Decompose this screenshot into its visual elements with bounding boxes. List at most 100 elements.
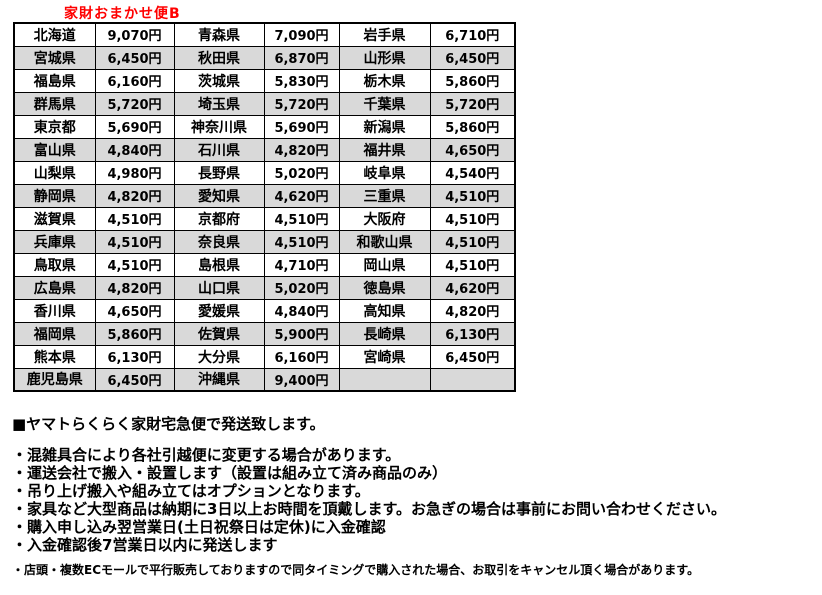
table-row: 鳥取県 4,510円 島根県 4,710円 岡山県 4,510円 — [13, 252, 516, 277]
prefecture-cell: 徳島県 — [338, 275, 431, 300]
price-cell: 9,400円 — [263, 367, 340, 392]
price-cell: 4,540円 — [429, 160, 516, 185]
table-row: 福島県 6,160円 茨城県 5,830円 栃木県 5,860円 — [13, 68, 516, 93]
prefecture-cell: 福岡県 — [13, 321, 96, 346]
table-row: 宮城県 6,450円 秋田県 6,870円 山形県 6,450円 — [13, 45, 516, 70]
table-row: 広島県 4,820円 山口県 5,020円 徳島県 4,620円 — [13, 275, 516, 300]
prefecture-cell: 北海道 — [13, 22, 96, 47]
price-cell: 4,820円 — [94, 183, 175, 208]
table-row: 群馬県 5,720円 埼玉県 5,720円 千葉県 5,720円 — [13, 91, 516, 116]
shipping-notes: ■ヤマトらくらく家財宅急便で発送致します。 ・混雑具合により各社引越便に変更する… — [12, 413, 812, 578]
price-cell: 6,710円 — [429, 22, 516, 47]
prefecture-cell: 長崎県 — [338, 321, 431, 346]
prefecture-cell: 茨城県 — [173, 68, 265, 93]
prefecture-cell: 長野県 — [173, 160, 265, 185]
price-cell: 4,510円 — [94, 229, 175, 254]
price-cell: 6,870円 — [263, 45, 340, 70]
price-cell: 6,450円 — [94, 45, 175, 70]
prefecture-cell: 広島県 — [13, 275, 96, 300]
prefecture-cell: 滋賀県 — [13, 206, 96, 231]
note-bullet: ・運送会社で搬入・設置します（設置は組み立て済み商品のみ） — [12, 464, 448, 482]
prefecture-cell: 千葉県 — [338, 91, 431, 116]
prefecture-cell: 青森県 — [173, 22, 265, 47]
prefecture-cell: 埼玉県 — [173, 91, 265, 116]
prefecture-cell: 三重県 — [338, 183, 431, 208]
prefecture-cell: 岡山県 — [338, 252, 431, 277]
prefecture-cell: 島根県 — [173, 252, 265, 277]
prefecture-cell: 沖縄県 — [173, 367, 265, 392]
prefecture-cell: 鹿児島県 — [13, 367, 96, 392]
prefecture-cell: 佐賀県 — [173, 321, 265, 346]
prefecture-cell: 山梨県 — [13, 160, 96, 185]
prefecture-cell: 富山県 — [13, 137, 96, 162]
prefecture-cell: 鳥取県 — [13, 252, 96, 277]
table-row: 北海道 9,070円 青森県 7,090円 岩手県 6,710円 — [13, 22, 516, 47]
prefecture-cell: 高知県 — [338, 298, 431, 323]
table-row: 福岡県 5,860円 佐賀県 5,900円 長崎県 6,130円 — [13, 321, 516, 346]
price-cell: 4,840円 — [263, 298, 340, 323]
price-cell: 4,820円 — [429, 298, 516, 323]
price-cell: 5,020円 — [263, 275, 340, 300]
price-cell: 5,860円 — [94, 321, 175, 346]
price-cell: 4,710円 — [263, 252, 340, 277]
price-cell: 5,830円 — [263, 68, 340, 93]
price-cell: 4,620円 — [263, 183, 340, 208]
table-row: 富山県 4,840円 石川県 4,820円 福井県 4,650円 — [13, 137, 516, 162]
price-cell: 5,720円 — [263, 91, 340, 116]
price-cell: 4,510円 — [263, 229, 340, 254]
prefecture-cell: 新潟県 — [338, 114, 431, 139]
price-cell: 9,070円 — [94, 22, 175, 47]
prefecture-cell: 静岡県 — [13, 183, 96, 208]
table-row: 熊本県 6,130円 大分県 6,160円 宮崎県 6,450円 — [13, 344, 516, 369]
price-cell: 4,510円 — [429, 252, 516, 277]
prefecture-cell: 福島県 — [13, 68, 96, 93]
prefecture-cell: 岩手県 — [338, 22, 431, 47]
price-cell: 5,020円 — [263, 160, 340, 185]
table-title: 家財おまかせ便B — [64, 6, 181, 22]
price-cell: 4,510円 — [429, 229, 516, 254]
prefecture-cell: 群馬県 — [13, 91, 96, 116]
price-cell: 6,450円 — [429, 45, 516, 70]
note-bullet: ・購入申し込み翌営業日(土日祝祭日は定休)に入金確認 — [12, 518, 386, 536]
table-row: 山梨県 4,980円 長野県 5,020円 岐阜県 4,540円 — [13, 160, 516, 185]
price-cell: 4,620円 — [429, 275, 516, 300]
table-row: 静岡県 4,820円 愛知県 4,620円 三重県 4,510円 — [13, 183, 516, 208]
prefecture-cell: 宮崎県 — [338, 344, 431, 369]
price-cell: 7,090円 — [263, 22, 340, 47]
price-cell: 4,510円 — [429, 183, 516, 208]
price-cell: 5,690円 — [94, 114, 175, 139]
table-row: 東京都 5,690円 神奈川県 5,690円 新潟県 5,860円 — [13, 114, 516, 139]
prefecture-cell: 京都府 — [173, 206, 265, 231]
price-cell: 4,510円 — [263, 206, 340, 231]
price-cell: 6,450円 — [429, 344, 516, 369]
notes-bullet-list: ・混雑具合により各社引越便に変更する場合があります。 ・運送会社で搬入・設置します… — [12, 446, 812, 554]
prefecture-cell: 大阪府 — [338, 206, 431, 231]
price-cell: 4,650円 — [94, 298, 175, 323]
prefecture-cell: 和歌山県 — [338, 229, 431, 254]
prefecture-cell: 熊本県 — [13, 344, 96, 369]
price-cell: 5,720円 — [429, 91, 516, 116]
prefecture-cell: 栃木県 — [338, 68, 431, 93]
price-cell: 6,130円 — [94, 344, 175, 369]
prefecture-cell: 宮城県 — [13, 45, 96, 70]
price-cell: 4,510円 — [94, 206, 175, 231]
price-cell: 4,510円 — [429, 206, 516, 231]
prefecture-cell: 愛知県 — [173, 183, 265, 208]
note-bullet: ・入金確認後7営業日以内に発送します — [12, 536, 278, 554]
note-bullet: ・吊り上げ搬入や組み立てはオプションとなります。 — [12, 482, 370, 500]
price-cell: 6,450円 — [94, 367, 175, 392]
price-cell: 4,510円 — [94, 252, 175, 277]
prefecture-cell: 兵庫県 — [13, 229, 96, 254]
notes-heading: ■ヤマトらくらく家財宅急便で発送致します。 — [12, 415, 325, 433]
price-cell: 4,650円 — [429, 137, 516, 162]
prefecture-cell: 岐阜県 — [338, 160, 431, 185]
price-cell: 5,860円 — [429, 68, 516, 93]
table-row: 鹿児島県 6,450円 沖縄県 9,400円 — [13, 367, 516, 392]
price-cell: 6,160円 — [94, 68, 175, 93]
prefecture-cell: 大分県 — [173, 344, 265, 369]
prefecture-cell: 愛媛県 — [173, 298, 265, 323]
price-cell: 5,900円 — [263, 321, 340, 346]
price-cell: 4,820円 — [263, 137, 340, 162]
shipping-fee-table: 北海道 9,070円 青森県 7,090円 岩手県 6,710円 宮城県 6,450円 秋田県 6… — [13, 22, 516, 392]
